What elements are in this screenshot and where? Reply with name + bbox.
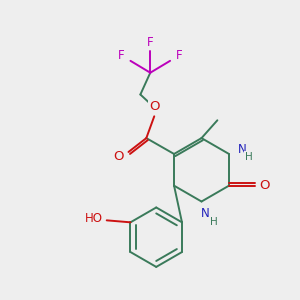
Text: N: N xyxy=(201,207,210,220)
Text: O: O xyxy=(113,150,124,164)
Text: O: O xyxy=(260,179,270,192)
Text: H: H xyxy=(209,217,217,227)
Text: H: H xyxy=(245,152,253,162)
Text: F: F xyxy=(118,50,125,62)
Text: F: F xyxy=(176,50,182,62)
Text: O: O xyxy=(149,100,160,113)
Text: HO: HO xyxy=(85,212,103,225)
Text: N: N xyxy=(238,142,246,155)
Text: F: F xyxy=(147,35,154,49)
